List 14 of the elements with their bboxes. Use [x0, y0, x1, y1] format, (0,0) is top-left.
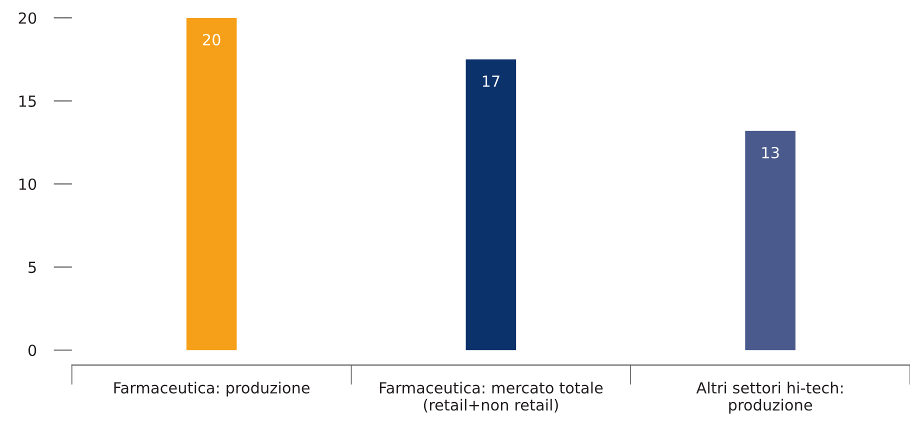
y-tick-label: 15 [19, 96, 36, 107]
data-label: 17 [482, 76, 500, 87]
x-tick-label: Farmaceutica: produzione [114, 382, 310, 397]
x-tick-label: Altri settori hi-tech: produzione [696, 382, 843, 414]
y-tick-label: 0 [28, 344, 36, 356]
bar [186, 18, 237, 350]
data-label: 13 [762, 146, 779, 158]
x-tick-label: Farmaceutica: mercato totale (retail+non retail) [380, 382, 603, 412]
bar [466, 59, 516, 350]
data-label: 20 [202, 34, 220, 46]
y-tick-label: 5 [28, 262, 36, 274]
y-tick-label: 10 [19, 178, 36, 190]
y-tick-label: 20 [18, 12, 36, 24]
bar [745, 130, 796, 350]
